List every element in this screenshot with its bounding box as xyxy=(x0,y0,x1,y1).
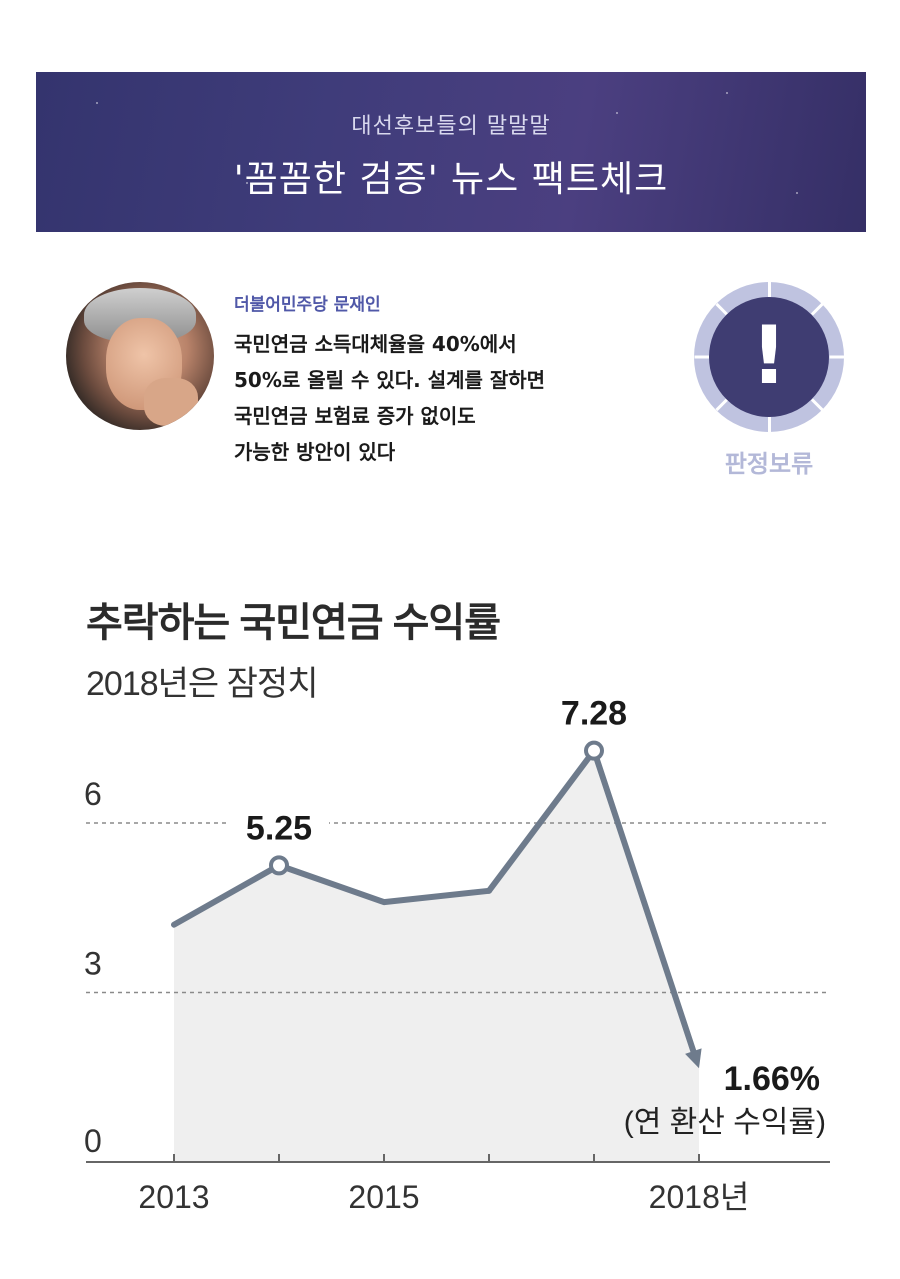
quote-line: 국민연금 소득대체율을 40%에서 xyxy=(234,332,517,356)
quote-line: 50%로 올릴 수 있다. 설계를 잘하면 xyxy=(234,368,546,392)
star-decoration xyxy=(96,102,98,104)
x-tick-label: 2013 xyxy=(138,1179,209,1215)
series-line-segment xyxy=(381,887,492,906)
label-backdrop xyxy=(710,1054,830,1099)
star-decoration xyxy=(616,112,618,114)
x-tick-label: 2015 xyxy=(348,1179,419,1215)
label-backdrop xyxy=(229,803,329,844)
star-decoration xyxy=(796,192,798,194)
verdict-label: 판정보류 xyxy=(724,450,814,478)
data-point-marker xyxy=(584,740,604,761)
x-tick-label: 2018년 xyxy=(649,1179,750,1215)
series-line-segment xyxy=(591,747,698,1058)
series-line-segment xyxy=(171,862,282,928)
data-label: 7.28 xyxy=(561,695,627,733)
star-decoration xyxy=(726,92,728,94)
data-label: 5.25 xyxy=(246,809,312,847)
speaker-avatar xyxy=(66,282,214,430)
returns-line-chart: 0 3 6 2013 2015 2018년 5.25 7.28 1.66% (연 환산 수익률) xyxy=(84,690,830,1215)
chart-note: (연 환산 수익률) xyxy=(624,1106,826,1139)
banner-subtitle: 대선후보들의 말말말 xyxy=(351,114,551,139)
claim-quote: 국민연금 소득대체율을 40%에서 50%로 올릴 수 있다. 설계를 잘하면 … xyxy=(234,326,674,470)
y-tick-label: 0 xyxy=(84,1123,102,1159)
exclamation-icon: ! xyxy=(750,309,788,402)
verdict-badge: ! xyxy=(694,282,845,432)
data-label: 1.66% xyxy=(724,1060,820,1098)
y-tick-label: 6 xyxy=(84,776,102,812)
label-backdrop xyxy=(544,690,644,729)
data-point-marker xyxy=(269,855,289,876)
quote-line: 국민연금 보험료 증가 없이도 xyxy=(234,404,476,428)
star-decoration xyxy=(246,182,248,184)
chart-title: 추락하는 국민연금 수익률 xyxy=(86,601,501,645)
area-fill xyxy=(174,750,699,1162)
speaker-name: 더불어민주당 문재인 xyxy=(234,295,381,315)
series-line-segment xyxy=(486,747,597,894)
chart-subtitle: 2018년은 잠정치 xyxy=(86,665,318,703)
arrowhead xyxy=(685,1048,702,1069)
quote-line: 가능한 방안이 있다 xyxy=(234,440,396,464)
y-tick-label: 3 xyxy=(84,946,102,982)
banner-title: '꼼꼼한 검증' 뉴스 팩트체크 xyxy=(233,159,669,200)
series-line-segment xyxy=(276,862,387,906)
header-banner: 대선후보들의 말말말 '꼼꼼한 검증' 뉴스 팩트체크 xyxy=(36,72,866,232)
